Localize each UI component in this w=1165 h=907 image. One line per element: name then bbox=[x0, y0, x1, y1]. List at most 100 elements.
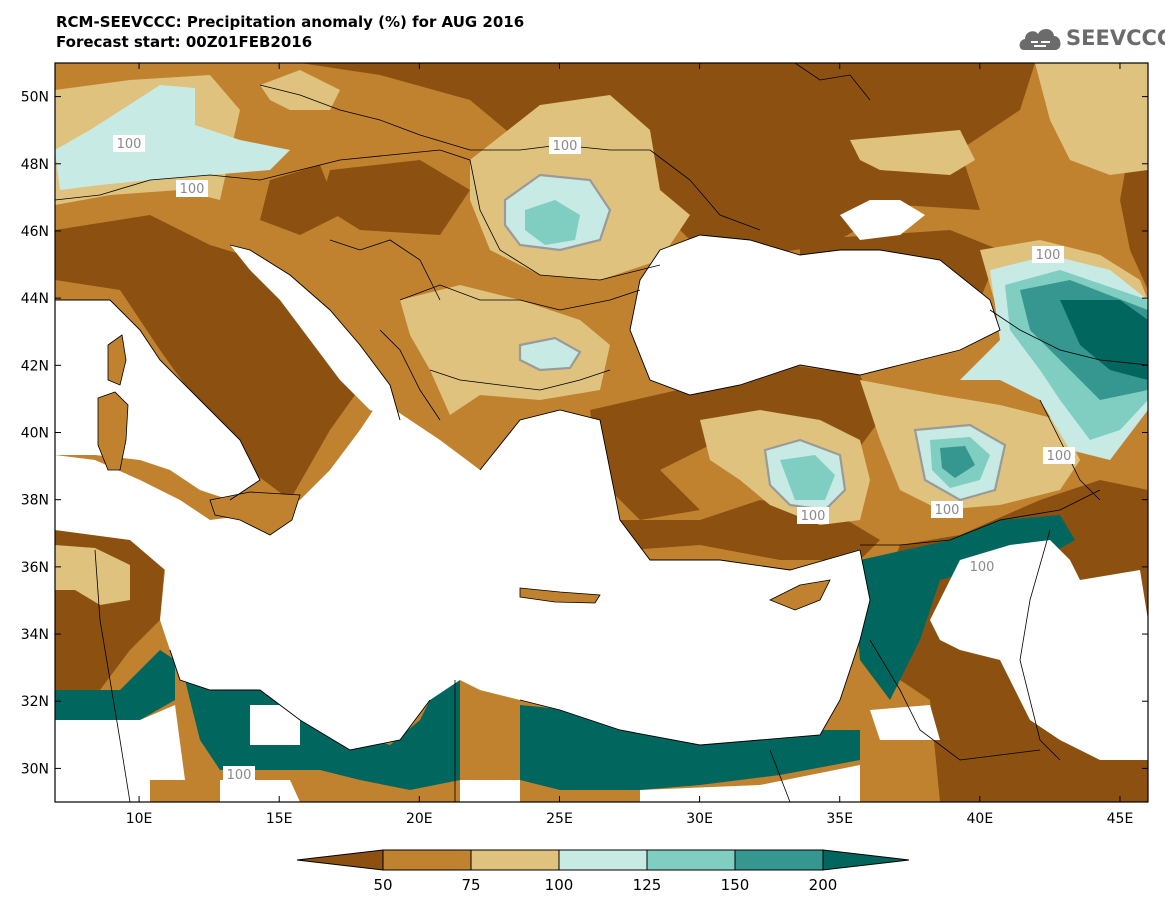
colorbar-swatch-150-200 bbox=[734, 849, 824, 871]
missing-data bbox=[55, 540, 1148, 802]
forecast-start: Forecast start: 00Z01FEB2016 bbox=[56, 33, 313, 51]
logo-text: SEEVCCC bbox=[1066, 26, 1165, 50]
region-caucasus-peak bbox=[1060, 300, 1148, 380]
island-sardinia bbox=[97, 391, 129, 471]
region-romania-wet-core bbox=[525, 200, 580, 245]
lon-tick-label: 15E bbox=[266, 811, 293, 827]
border-georgia bbox=[989, 309, 1148, 366]
border-moldova bbox=[649, 149, 761, 231]
contour-label-text: 100 bbox=[935, 503, 960, 518]
region-algeria bbox=[55, 545, 130, 605]
region-russia-south bbox=[850, 130, 975, 175]
lon-tick-label: 40E bbox=[967, 811, 994, 827]
sea-adriatic bbox=[230, 245, 400, 420]
lat-tick-label: 32N bbox=[21, 694, 49, 710]
lon-tick-label: 30E bbox=[686, 811, 713, 827]
islands bbox=[97, 334, 831, 611]
sea-mediterranean bbox=[55, 400, 870, 750]
contour-line-3 bbox=[763, 438, 847, 512]
border-albania bbox=[379, 329, 441, 421]
contour-label: 100 bbox=[931, 501, 963, 518]
contour-label-text: 100 bbox=[1036, 248, 1061, 263]
region-anatolia-wet-core bbox=[780, 455, 835, 500]
region-russia-east bbox=[1035, 63, 1148, 175]
lon-tick-label: 35E bbox=[826, 811, 853, 827]
colorbar-label: 50 bbox=[373, 876, 392, 894]
border-central-europe bbox=[259, 84, 650, 151]
colorbar-label: 150 bbox=[721, 876, 750, 894]
coast-adriatic bbox=[229, 244, 401, 421]
missing-jordan bbox=[870, 705, 940, 740]
lat-tick-label: 40N bbox=[21, 426, 49, 442]
border-greece-bulgaria bbox=[429, 369, 611, 391]
island-sicily bbox=[209, 491, 301, 536]
colorbar: 50 75 100 125 150 200 bbox=[296, 849, 910, 894]
colorbar-swatch-75-100 bbox=[470, 849, 560, 871]
border-romania bbox=[469, 159, 661, 281]
region-austria bbox=[260, 165, 340, 235]
contour-label: 100 bbox=[113, 135, 145, 152]
map-title: RCM-SEEVCCC: Precipitation anomaly (%) f… bbox=[56, 13, 525, 31]
longitude-axis: 10E 15E 20E 25E 30E 35E 40E 45E bbox=[126, 63, 1134, 827]
coast-egypt-levant bbox=[519, 549, 871, 746]
colorbar-swatch-125-150 bbox=[646, 849, 736, 871]
contour-label: 100 bbox=[797, 507, 829, 524]
lat-tick-label: 38N bbox=[21, 493, 49, 509]
region-bulgaria-wet bbox=[520, 338, 580, 370]
missing-libya-3 bbox=[460, 780, 520, 802]
region-ukraine bbox=[300, 63, 1035, 255]
lat-tick-label: 48N bbox=[21, 157, 49, 173]
island-corsica bbox=[107, 334, 127, 386]
lat-tick-label: 46N bbox=[21, 224, 49, 240]
border-alps bbox=[55, 149, 471, 201]
contour-label: 100 bbox=[966, 558, 998, 575]
region-alps-wet bbox=[55, 85, 290, 190]
coast-italy-west bbox=[55, 299, 261, 501]
border-ukraine-russia bbox=[794, 63, 871, 101]
border-jordan bbox=[869, 639, 1041, 761]
colorbar-swatch-50-75 bbox=[382, 849, 472, 871]
border-turkey-syria bbox=[860, 489, 1101, 546]
lat-tick-label: 34N bbox=[21, 627, 49, 643]
contour-label-text: 100 bbox=[553, 139, 578, 154]
contour-100 bbox=[503, 173, 1007, 512]
seevccc-logo: SEEVCCC bbox=[1018, 22, 1165, 56]
colorbar-swatch-below-50 bbox=[296, 849, 384, 871]
country-borders bbox=[55, 63, 1148, 802]
region-tunisia-coast bbox=[55, 650, 175, 720]
region-czech bbox=[260, 70, 340, 110]
lon-tick-label: 20E bbox=[406, 811, 433, 827]
colorbar-label: 200 bbox=[809, 876, 838, 894]
sea-azov bbox=[840, 200, 925, 240]
contour-label: 100 bbox=[549, 137, 581, 154]
colorbar-swatch-above-200 bbox=[822, 849, 910, 871]
region-egypt-coast bbox=[520, 705, 860, 790]
contour-label-text: 100 bbox=[801, 509, 826, 524]
contour-label: 100 bbox=[1043, 447, 1075, 464]
lon-tick-label: 45E bbox=[1107, 811, 1134, 827]
region-balkans bbox=[400, 285, 610, 415]
island-crete bbox=[519, 587, 601, 604]
sea-black bbox=[630, 235, 1000, 395]
contour-line-4 bbox=[913, 423, 1007, 502]
contour-label: 100 bbox=[223, 766, 255, 783]
contour-label-text: 100 bbox=[180, 182, 205, 197]
contour-label: 100 bbox=[176, 180, 208, 197]
lon-tick-label: 10E bbox=[126, 811, 153, 827]
region-turkey-west bbox=[590, 365, 880, 520]
lat-tick-label: 42N bbox=[21, 358, 49, 374]
border-syria-iraq bbox=[1019, 529, 1061, 761]
missing-tunisia bbox=[55, 705, 185, 802]
anomaly-field: 100 100 100 100 100 100 100 100 100 bbox=[55, 63, 1148, 802]
latitude-axis: 50N 48N 46N 44N 42N 40N 38N 36N 34N 32N 30N bbox=[21, 90, 1148, 777]
contour-line-1 bbox=[503, 173, 612, 252]
region-east-anatolia-peak bbox=[940, 446, 975, 478]
missing-libya-2 bbox=[250, 705, 300, 745]
contour-line-2 bbox=[518, 336, 582, 372]
colorbar-label: 75 bbox=[461, 876, 480, 894]
border-egypt-israel bbox=[769, 749, 791, 802]
seas bbox=[55, 200, 1000, 750]
coast-black-sea bbox=[629, 234, 1001, 396]
colorbar-label: 125 bbox=[633, 876, 662, 894]
